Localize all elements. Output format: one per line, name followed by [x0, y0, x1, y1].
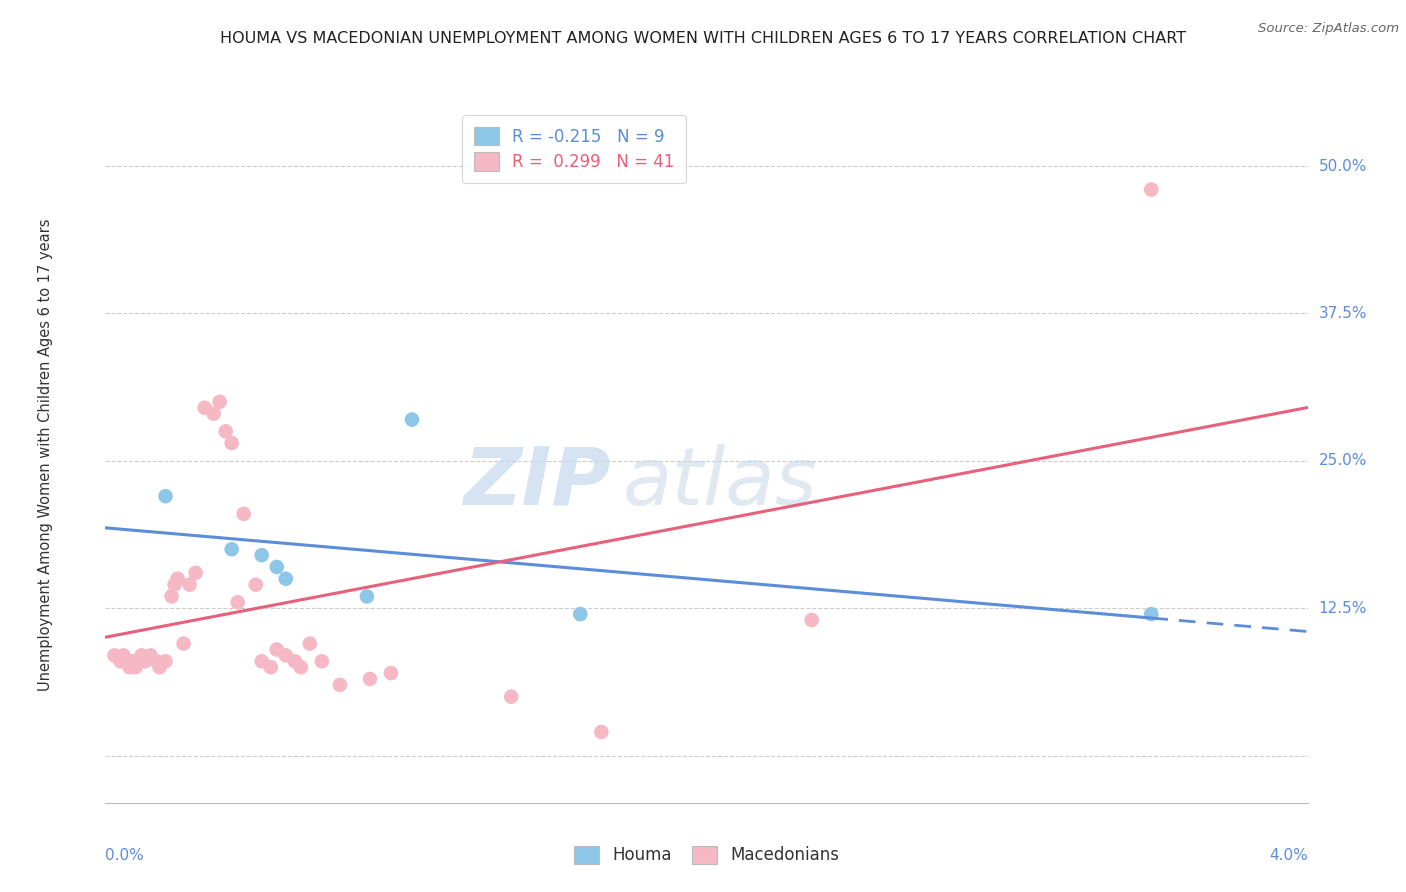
Text: ZIP: ZIP	[463, 443, 610, 522]
Point	[121, 654, 143, 668]
Point	[274, 648, 297, 663]
Point	[173, 637, 195, 651]
Point	[214, 425, 236, 439]
Point	[800, 613, 823, 627]
Text: 4.0%: 4.0%	[1268, 848, 1308, 863]
Point	[311, 654, 333, 668]
Point	[274, 572, 297, 586]
Point	[155, 489, 177, 503]
Legend: Houma, Macedonians: Houma, Macedonians	[567, 839, 846, 871]
Text: 12.5%: 12.5%	[1319, 600, 1367, 615]
Point	[401, 412, 423, 426]
Point	[160, 590, 183, 604]
Point	[245, 577, 267, 591]
Point	[380, 666, 402, 681]
Point	[266, 642, 288, 657]
Point	[139, 648, 162, 663]
Point	[202, 407, 225, 421]
Text: atlas: atlas	[623, 443, 817, 522]
Point	[250, 654, 273, 668]
Text: 0.0%: 0.0%	[105, 848, 145, 863]
Point	[110, 654, 132, 668]
Text: HOUMA VS MACEDONIAN UNEMPLOYMENT AMONG WOMEN WITH CHILDREN AGES 6 TO 17 YEARS CO: HOUMA VS MACEDONIAN UNEMPLOYMENT AMONG W…	[219, 31, 1187, 46]
Text: 37.5%: 37.5%	[1319, 306, 1367, 321]
Point	[118, 660, 141, 674]
Point	[260, 660, 283, 674]
Text: 25.0%: 25.0%	[1319, 453, 1367, 468]
Point	[124, 660, 146, 674]
Point	[290, 660, 312, 674]
Point	[112, 648, 135, 663]
Point	[359, 672, 381, 686]
Point	[226, 595, 249, 609]
Point	[194, 401, 217, 415]
Text: Unemployment Among Women with Children Ages 6 to 17 years: Unemployment Among Women with Children A…	[38, 219, 53, 691]
Point	[591, 725, 613, 739]
Point	[179, 577, 201, 591]
Point	[298, 637, 321, 651]
Point	[1140, 183, 1163, 197]
Point	[266, 560, 288, 574]
Point	[166, 572, 188, 586]
Point	[131, 648, 153, 663]
Point	[155, 654, 177, 668]
Point	[148, 660, 170, 674]
Text: Source: ZipAtlas.com: Source: ZipAtlas.com	[1258, 22, 1399, 36]
Point	[103, 648, 125, 663]
Point	[221, 542, 243, 557]
Point	[184, 566, 207, 580]
Point	[329, 678, 352, 692]
Point	[134, 654, 156, 668]
Point	[356, 590, 378, 604]
Point	[284, 654, 307, 668]
Point	[221, 436, 243, 450]
Point	[163, 577, 186, 591]
Point	[501, 690, 523, 704]
Point	[250, 548, 273, 562]
Point	[208, 395, 231, 409]
Text: 50.0%: 50.0%	[1319, 159, 1367, 174]
Point	[232, 507, 254, 521]
Point	[1140, 607, 1163, 621]
Point	[145, 654, 167, 668]
Point	[569, 607, 592, 621]
